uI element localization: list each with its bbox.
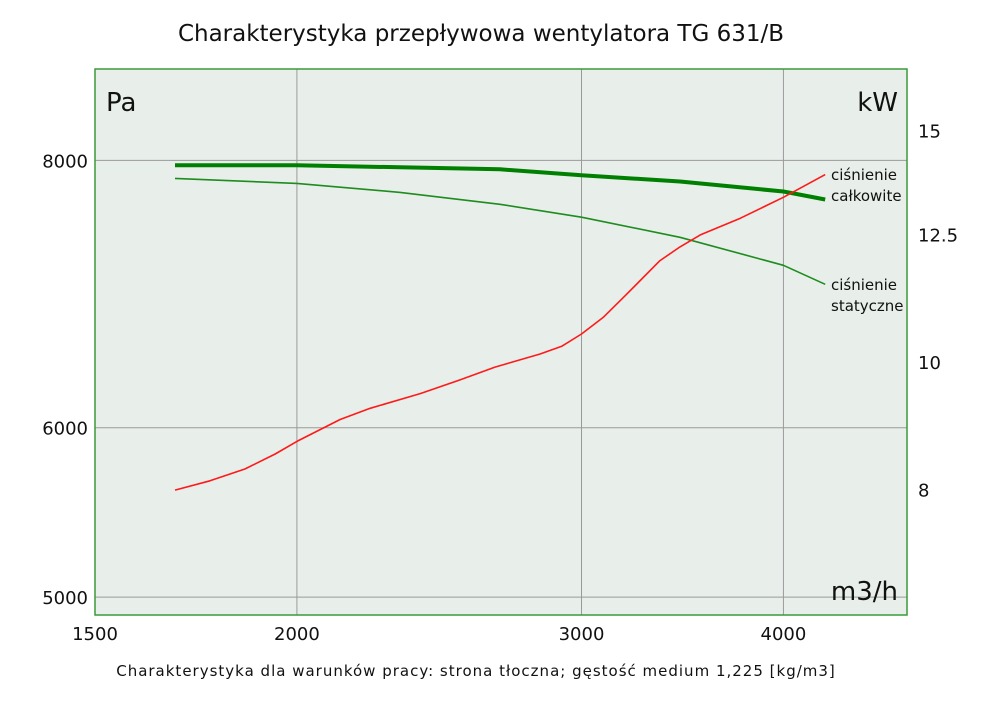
- series-line-ciśnienie-statyczne: [174, 177, 826, 286]
- series-line-ciśnienie-całkowite: [175, 163, 826, 202]
- series-label: statyczne: [831, 297, 904, 315]
- y-left-tick-label: 8000: [42, 151, 88, 172]
- series-label: ciśnienie: [831, 276, 897, 294]
- x-axis-label: m3/h: [831, 577, 898, 607]
- series-labels: ciśnienie całkowite ciśnienie statyczne: [831, 166, 904, 315]
- x-tick-label: 1500: [72, 624, 118, 645]
- plot-area: [95, 69, 907, 615]
- x-tick-label: 4000: [761, 624, 807, 645]
- tick-labels: 1500 2000 3000 4000 5000 6000 8000 8 10 12.5 15: [42, 121, 958, 645]
- y-right-tick-label: 12.5: [918, 225, 958, 246]
- x-tick-label: 3000: [559, 624, 605, 645]
- y-right-tick-label: 8: [918, 480, 929, 501]
- series-lines: [174, 163, 826, 491]
- chart-caption: Charakterystyka dla warunków pracy: stro…: [116, 662, 836, 680]
- y-left-axis-label: Pa: [106, 88, 136, 118]
- series-label: ciśnienie: [831, 166, 897, 184]
- y-left-tick-label: 5000: [42, 588, 88, 609]
- y-right-tick-label: 10: [918, 353, 941, 374]
- plot-frame: [94, 68, 908, 616]
- series-line-moc: [174, 173, 826, 491]
- y-right-axis-label: kW: [857, 88, 898, 118]
- y-right-tick-label: 15: [918, 121, 941, 142]
- y-left-tick-label: 6000: [42, 419, 88, 440]
- chart-title: Charakterystyka przepływowa wentylatora …: [178, 21, 784, 47]
- x-tick-label: 2000: [274, 624, 320, 645]
- gridlines: [95, 69, 907, 615]
- series-label: całkowite: [831, 187, 902, 205]
